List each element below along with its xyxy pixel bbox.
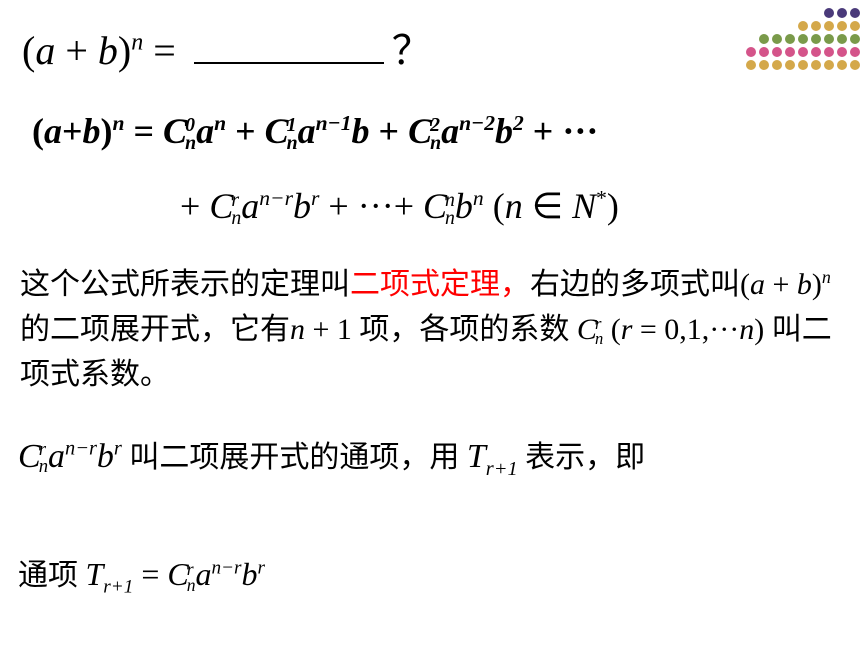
var-a: a bbox=[35, 28, 55, 73]
general-term-description: Crnan−rbr 叫二项展开式的通项，用 Tr+1 表示，即 bbox=[18, 430, 840, 485]
theorem-name-highlight: 二项式定理， bbox=[350, 268, 530, 301]
question-mark: ？ bbox=[392, 28, 432, 73]
general-term-formula: 通项 Tr+1 = Crnan−rbr bbox=[18, 550, 265, 598]
equals: = bbox=[143, 28, 186, 73]
binomial-expansion-line1: ((a+b)a+b)n = C0nan + C1nan−1b + C2nan−2… bbox=[32, 110, 598, 153]
paren-open: ( bbox=[22, 28, 35, 73]
paren-close: ) bbox=[118, 28, 131, 73]
var-b: b bbox=[98, 28, 118, 73]
plus: + bbox=[55, 28, 98, 73]
theorem-description: 这个公式所表示的定理叫二项式定理，右边的多项式叫(a + b)n 的二项展开式，… bbox=[20, 262, 840, 397]
question-expression: (a + b)n = ？ bbox=[22, 18, 432, 76]
binomial-expansion-line2: + Crnan−rbr + ···+ Cnnbn (n ∈ N*) bbox=[180, 185, 619, 228]
exp-n: n bbox=[131, 30, 143, 56]
corner-dots-decoration bbox=[746, 8, 860, 70]
blank-underline bbox=[194, 62, 384, 64]
